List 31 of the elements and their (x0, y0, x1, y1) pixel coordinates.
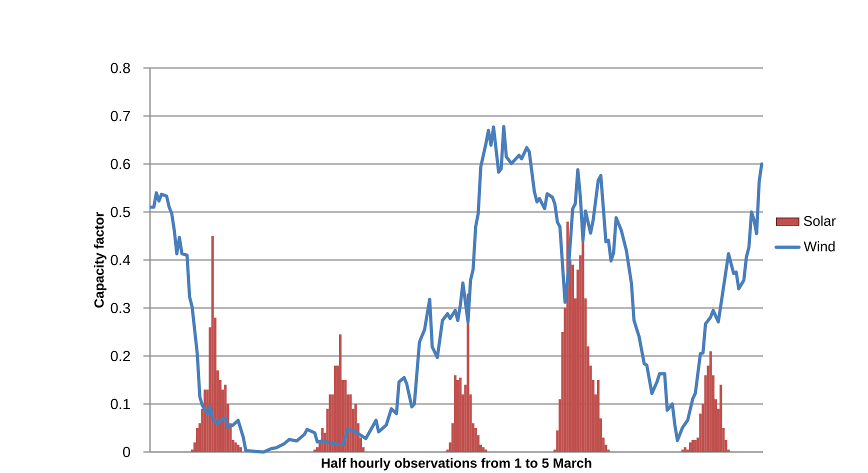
bar (354, 404, 357, 452)
bar (349, 394, 352, 452)
y-tick-label: 0.5 (110, 206, 130, 218)
y-tick-label: 0.3 (110, 302, 130, 314)
bar (328, 394, 332, 452)
bar (236, 444, 240, 452)
y-tick-label: 0.6 (110, 158, 130, 170)
bar (709, 351, 712, 452)
y-tick-label: 0 (123, 446, 130, 458)
bar (596, 380, 600, 452)
legend-label: Wind (804, 241, 835, 252)
bar (684, 447, 686, 452)
bar (454, 375, 456, 452)
bar (211, 236, 214, 452)
bar (482, 447, 485, 452)
x-axis-title: Half hourly observations from 1 to 5 March (322, 458, 592, 470)
y-tick-label: 0.8 (110, 62, 130, 74)
bar (720, 384, 722, 452)
y-tick-label: 0.2 (110, 350, 130, 362)
bar (339, 334, 342, 452)
y-tick-label: 0.4 (110, 254, 130, 266)
y-tick-label: 0.1 (110, 398, 130, 410)
bar (316, 447, 319, 452)
bar (582, 240, 584, 452)
bar (688, 442, 692, 452)
bar (334, 366, 336, 452)
y-axis-title: Capacity factor (94, 212, 106, 308)
legend-label: Solar (804, 216, 836, 226)
bar (239, 447, 242, 452)
y-tick-label: 0.7 (110, 110, 130, 122)
bar (234, 442, 237, 452)
